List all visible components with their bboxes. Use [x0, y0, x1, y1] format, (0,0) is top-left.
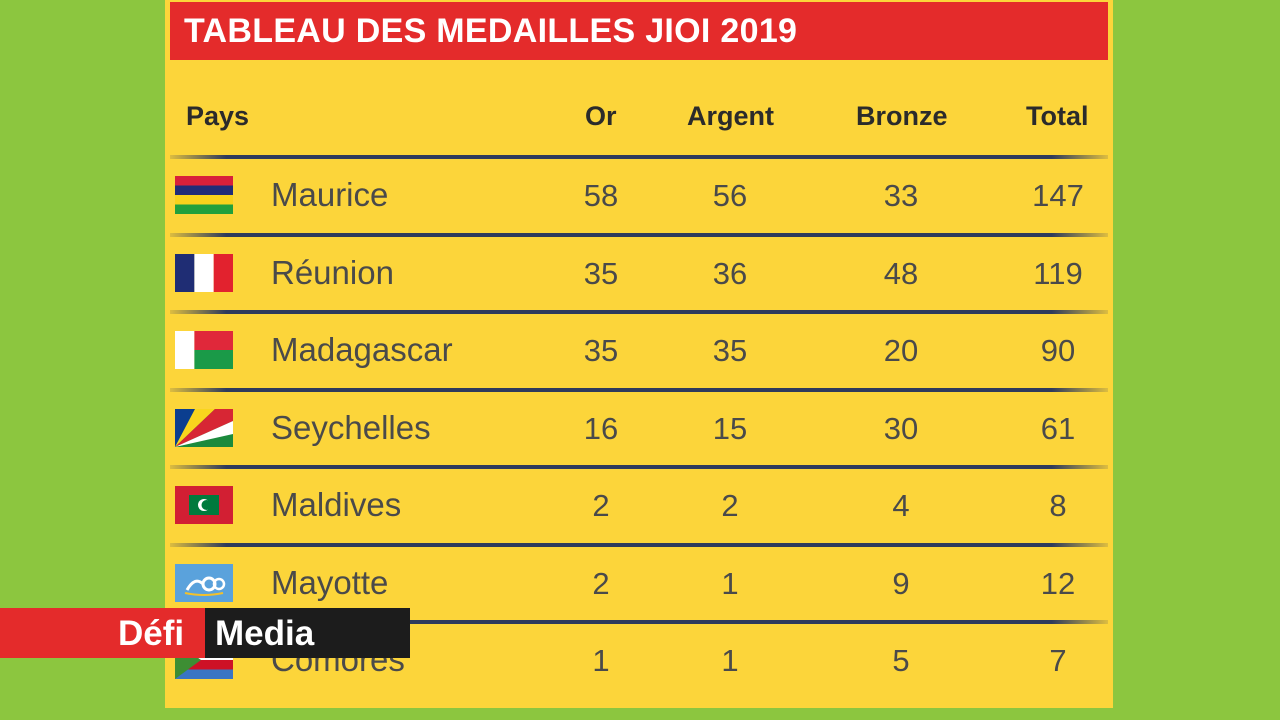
- gold-count: 35: [583, 256, 619, 291]
- country-name: Réunion: [271, 254, 394, 291]
- bronze-count: 9: [892, 566, 910, 601]
- logo-red-block: Défi: [0, 608, 205, 658]
- header-bronze: Bronze: [856, 101, 948, 131]
- jioi-flag-icon: [175, 564, 233, 602]
- silver-count: 35: [712, 333, 748, 368]
- country-name: Seychelles: [271, 409, 431, 446]
- total-count: 7: [1049, 643, 1067, 678]
- total-count: 147: [1032, 178, 1084, 213]
- header-country: Pays: [186, 101, 250, 131]
- total-count: 90: [1040, 333, 1076, 368]
- divider: [170, 465, 1108, 469]
- bronze-count: 4: [892, 488, 910, 523]
- bronze-count: 5: [892, 643, 910, 678]
- header-gold: Or: [585, 101, 617, 131]
- total-count: 61: [1040, 411, 1076, 446]
- maldives-flag-icon: [175, 486, 233, 524]
- table-row: Madagascar 35 35 20 90: [165, 313, 1113, 390]
- country-name: Maurice: [271, 176, 389, 213]
- divider: [170, 233, 1108, 237]
- silver-count: 36: [712, 256, 748, 291]
- gold-count: 35: [583, 333, 619, 368]
- madagascar-flag-icon: [175, 331, 233, 369]
- logo-text-media: Media: [215, 614, 315, 653]
- header-silver: Argent: [687, 101, 774, 131]
- title-bar: TABLEAU DES MEDAILLES JIOI 2019: [170, 2, 1108, 60]
- gold-count: 58: [583, 178, 619, 213]
- bronze-count: 20: [883, 333, 919, 368]
- gold-count: 1: [592, 643, 610, 678]
- divider: [170, 155, 1108, 159]
- bronze-count: 48: [883, 256, 919, 291]
- gold-count: 2: [592, 488, 610, 523]
- seychelles-flag-icon: [175, 409, 233, 447]
- table-row: Seychelles 16 15 30 61: [165, 391, 1113, 468]
- bronze-count: 30: [883, 411, 919, 446]
- bronze-count: 33: [883, 178, 919, 213]
- table-row: Réunion 35 36 48 119: [165, 236, 1113, 313]
- silver-count: 1: [721, 566, 739, 601]
- france-flag-icon: [175, 254, 233, 292]
- divider: [170, 310, 1108, 314]
- header-total: Total: [1026, 101, 1089, 131]
- table-row: Maurice 58 56 33 147: [165, 158, 1113, 235]
- mauritius-flag-icon: [175, 176, 233, 214]
- country-name: Madagascar: [271, 331, 453, 368]
- table-row: Maldives 2 2 4 8: [165, 468, 1113, 545]
- divider: [170, 620, 1108, 624]
- silver-count: 1: [721, 643, 739, 678]
- gold-count: 16: [583, 411, 619, 446]
- logo-text-defi: Défi: [118, 614, 185, 653]
- divider: [170, 543, 1108, 547]
- silver-count: 15: [712, 411, 748, 446]
- divider: [170, 388, 1108, 392]
- medal-table: TABLEAU DES MEDAILLES JIOI 2019 Pays Or …: [165, 0, 1113, 708]
- page-title: TABLEAU DES MEDAILLES JIOI 2019: [184, 12, 798, 50]
- total-count: 12: [1040, 566, 1076, 601]
- total-count: 119: [1033, 256, 1083, 291]
- table-row: Mayotte 2 1 9 12: [165, 546, 1113, 623]
- silver-count: 2: [721, 488, 739, 523]
- country-name: Maldives: [271, 486, 402, 523]
- logo-dark-block: Media: [205, 608, 410, 658]
- silver-count: 56: [712, 178, 748, 213]
- total-count: 8: [1049, 488, 1067, 523]
- gold-count: 2: [592, 566, 610, 601]
- country-name: Mayotte: [271, 564, 389, 601]
- defi-media-logo: Défi Media: [0, 608, 410, 658]
